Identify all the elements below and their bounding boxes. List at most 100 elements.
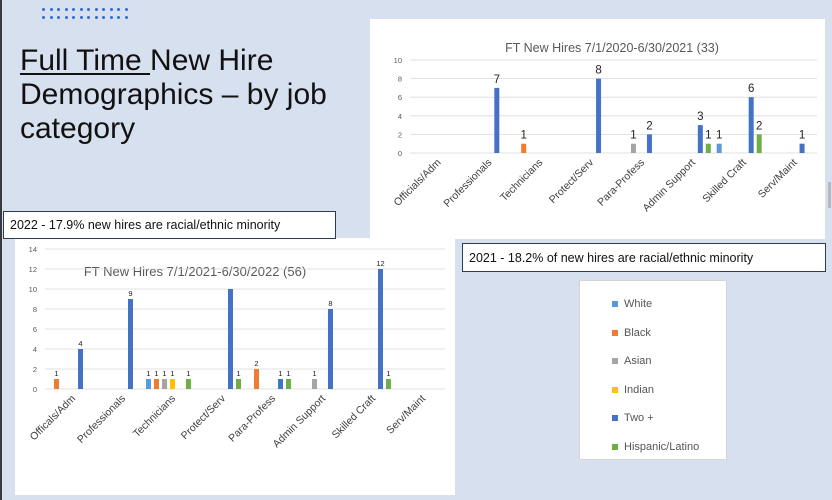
data-label: 1	[154, 369, 158, 378]
data-label: 1	[186, 369, 190, 378]
decorative-dot	[102, 8, 105, 11]
x-tick-label: Para-Profess	[595, 157, 647, 209]
decorative-dot	[72, 16, 75, 19]
callout-2021: 2021 - 18.2% of new hires are racial/eth…	[462, 243, 826, 272]
bar	[748, 97, 754, 153]
bar	[228, 289, 233, 389]
decorative-dots	[42, 8, 132, 22]
data-label: 1	[716, 130, 722, 142]
decorative-dot	[87, 8, 90, 11]
x-tick-label: Skilled Craft	[700, 157, 749, 206]
chart-2022-panel: FT New Hires 7/1/2021-6/30/2022 (56) 0 2 4 6…	[15, 238, 455, 495]
decorative-dot	[109, 16, 113, 19]
legend-item: Indian	[612, 384, 654, 396]
chart-title: FT New Hires 7/1/2020-6/30/2021 (33)	[505, 41, 719, 55]
legend-label: Indian	[624, 383, 654, 396]
data-label: 12	[376, 259, 384, 268]
bar	[378, 269, 383, 389]
y-tick-label: 10	[29, 285, 37, 294]
x-tick-label: Protect/Serv	[547, 156, 597, 206]
decorative-dot	[64, 8, 68, 11]
legend-label: Asian	[624, 355, 652, 367]
bar	[799, 143, 805, 153]
legend-swatch	[612, 415, 618, 421]
decorative-dot	[87, 16, 90, 19]
bar	[170, 379, 175, 389]
data-label: 3	[697, 111, 703, 123]
x-tick-label: Professionals	[75, 393, 128, 446]
chart-2022: FT New Hires 7/1/2021-6/30/2022 (56) 0 2 4 6…	[28, 245, 445, 451]
data-label: 1	[312, 369, 316, 378]
data-label: 8	[595, 65, 601, 77]
bar	[236, 379, 241, 389]
bar	[162, 379, 167, 389]
x-tick-label: Serv/Maint	[384, 393, 428, 437]
legend-item: White	[612, 298, 652, 310]
bar	[128, 299, 133, 389]
data-label: 1	[170, 369, 174, 378]
x-tick-label: Technicians	[498, 157, 545, 204]
decorative-dot	[124, 8, 128, 11]
decorative-dot	[109, 8, 113, 11]
decorative-dot	[79, 8, 83, 11]
y-tick-label: 2	[33, 365, 37, 374]
y-tick-label: 4	[33, 345, 37, 354]
legend-swatch	[612, 301, 618, 307]
decorative-dot	[124, 16, 128, 19]
data-label: 1	[286, 369, 290, 378]
legend-item: Two +	[612, 412, 654, 424]
decorative-dot	[94, 8, 98, 11]
y-tick-label: 6	[33, 325, 37, 334]
data-label: 2	[756, 120, 762, 132]
data-label: 1	[799, 130, 805, 142]
bar	[328, 309, 333, 389]
bar	[386, 379, 391, 389]
bar	[596, 78, 602, 153]
data-label: 1	[520, 130, 526, 142]
chart-title: FT New Hires 7/1/2021-6/30/2022 (56)	[84, 264, 306, 279]
legend-item: Hispanic/Latino	[612, 441, 699, 453]
bar	[494, 87, 500, 153]
y-tick-label: 2	[398, 130, 402, 139]
bar	[646, 134, 652, 153]
slide-left-edge	[0, 0, 2, 500]
x-tick-label: Professionals	[441, 157, 494, 210]
data-label: 4	[78, 339, 82, 348]
decorative-dot	[102, 16, 105, 19]
bar	[521, 143, 527, 153]
decorative-dot	[49, 8, 53, 11]
slide-title: Full Time New Hire Demographics – by job…	[20, 44, 350, 146]
bar	[146, 379, 151, 389]
legend-label: Two +	[624, 412, 654, 424]
bar	[716, 143, 722, 153]
x-tick-label: Officials/Adm	[391, 156, 443, 208]
bar	[154, 379, 159, 389]
decorative-dot	[42, 16, 45, 19]
callout-2022: 2022 - 17.9% new hires are racial/ethnic…	[3, 211, 336, 239]
bar	[186, 379, 191, 389]
legend-item: Black	[612, 327, 651, 339]
x-tick-label: Admin Support	[271, 393, 329, 451]
decorative-dot	[49, 16, 53, 19]
decorative-dot	[79, 16, 83, 19]
decorative-dot	[57, 16, 60, 19]
data-label: 1	[705, 130, 711, 142]
decorative-dot	[64, 16, 68, 19]
x-tick-label: Protect/Serv	[179, 392, 229, 442]
y-tick-label: 12	[29, 265, 37, 274]
bar	[54, 379, 59, 389]
bar	[286, 379, 291, 389]
legend-swatch	[612, 329, 618, 336]
data-label: 1	[236, 369, 240, 378]
data-label: 1	[162, 369, 166, 378]
legend-item: Asian	[612, 355, 652, 367]
decorative-dot	[42, 8, 45, 11]
decorative-dot	[72, 8, 75, 11]
legend-swatch	[612, 386, 618, 393]
data-label: 1	[630, 130, 636, 142]
legend-swatch	[612, 358, 618, 364]
y-tick-label: 14	[29, 245, 37, 254]
bar	[756, 134, 762, 153]
y-tick-label: 0	[398, 149, 402, 158]
x-tick-label: Serv/Maint	[756, 157, 800, 201]
